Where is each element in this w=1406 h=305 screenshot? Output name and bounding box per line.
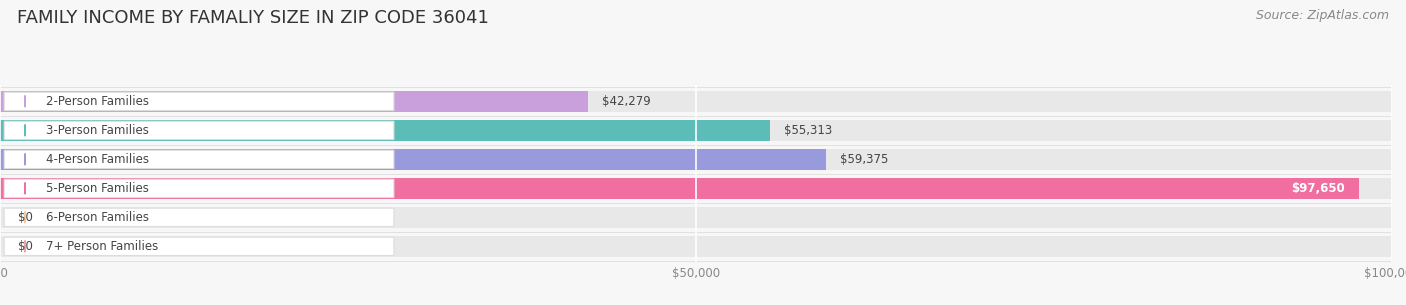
Text: $97,650: $97,650: [1292, 182, 1346, 195]
FancyBboxPatch shape: [4, 237, 394, 256]
Bar: [0, 178, 1392, 199]
Text: $0: $0: [18, 240, 32, 253]
Bar: [0, 120, 1392, 141]
Text: Source: ZipAtlas.com: Source: ZipAtlas.com: [1256, 9, 1389, 22]
Text: $0: $0: [18, 211, 32, 224]
Bar: [0, 178, 1360, 199]
Text: $55,313: $55,313: [783, 124, 832, 137]
Text: FAMILY INCOME BY FAMALIY SIZE IN ZIP CODE 36041: FAMILY INCOME BY FAMALIY SIZE IN ZIP COD…: [17, 9, 489, 27]
FancyBboxPatch shape: [4, 179, 394, 198]
Text: 2-Person Families: 2-Person Families: [46, 95, 149, 108]
Text: $59,375: $59,375: [841, 153, 889, 166]
Text: 6-Person Families: 6-Person Families: [46, 211, 149, 224]
Text: 4-Person Families: 4-Person Families: [46, 153, 149, 166]
Bar: [0, 91, 1392, 112]
Bar: [0, 91, 589, 112]
Text: 7+ Person Families: 7+ Person Families: [46, 240, 159, 253]
Text: $42,279: $42,279: [602, 95, 651, 108]
Bar: [0, 207, 1392, 228]
FancyBboxPatch shape: [4, 150, 394, 169]
FancyBboxPatch shape: [4, 208, 394, 227]
FancyBboxPatch shape: [4, 121, 394, 139]
Bar: [0, 149, 827, 170]
Bar: [0, 120, 770, 141]
Bar: [0, 236, 1392, 257]
Bar: [0, 149, 1392, 170]
Text: 3-Person Families: 3-Person Families: [46, 124, 149, 137]
FancyBboxPatch shape: [4, 92, 394, 110]
Text: 5-Person Families: 5-Person Families: [46, 182, 149, 195]
